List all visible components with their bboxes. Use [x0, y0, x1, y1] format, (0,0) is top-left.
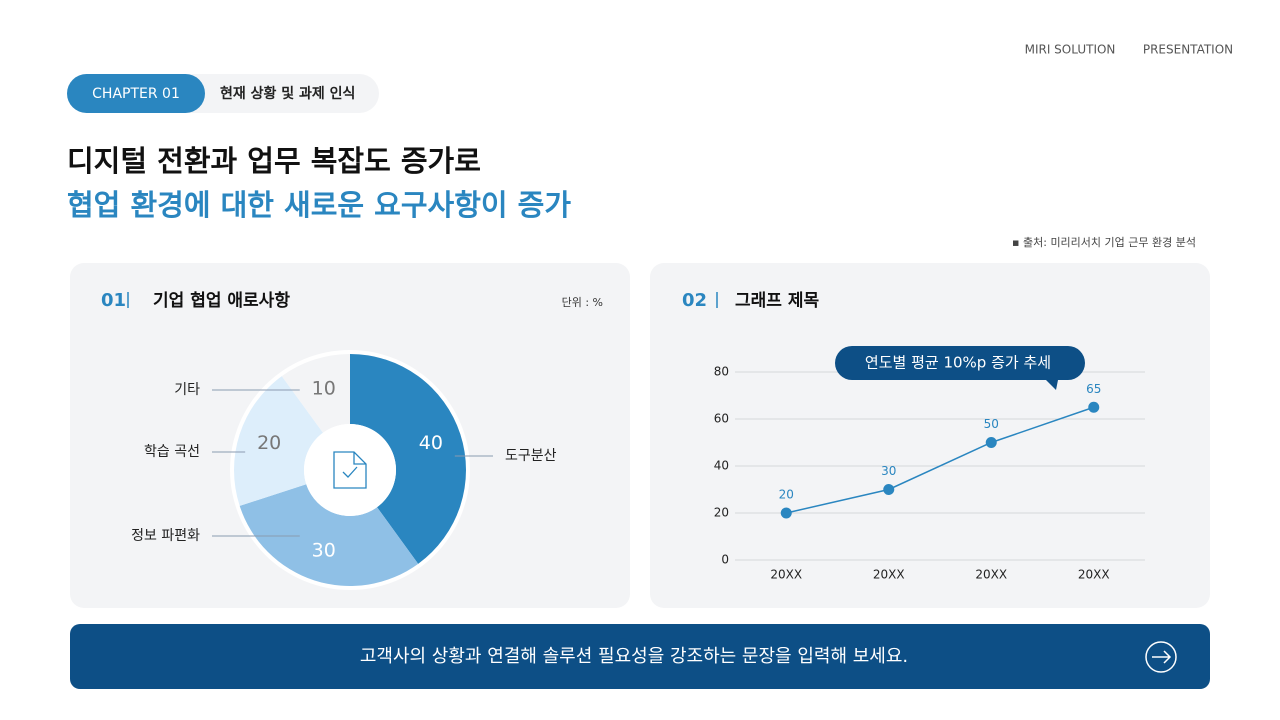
headline: 디지털 전환과 업무 복잡도 증가로 [67, 144, 481, 178]
data-point [1088, 401, 1100, 413]
value-label: 20 [257, 432, 281, 454]
pie-slice [233, 376, 323, 506]
data-point [780, 507, 792, 519]
card [650, 263, 1210, 608]
y-tick-label: 80 [714, 365, 729, 379]
x-tick-label: 20XX [1078, 568, 1110, 582]
cta-text: 고객사의 상황과 연결해 솔루션 필요성을 강조하는 문장을 입력해 보세요. [360, 646, 908, 667]
data-point [883, 484, 895, 495]
value-label: 40 [419, 432, 443, 454]
data-point [985, 437, 997, 448]
chapter-title: 현재 상황 및 과제 인식 [220, 85, 355, 102]
card-title: 기업 협업 애로사항 [153, 290, 290, 311]
x-tick-label: 20XX [873, 568, 905, 582]
arrow-circle[interactable] [1145, 641, 1177, 673]
y-tick-label: 0 [721, 553, 729, 567]
pie-slice [281, 354, 350, 433]
value-label: 50 [984, 417, 999, 431]
category-label: 기타 [174, 382, 200, 398]
chapter-badge [67, 74, 205, 113]
x-tick-label: 20XX [770, 568, 802, 582]
card-title: 그래프 제목 [735, 291, 819, 311]
value-label: 30 [881, 464, 896, 478]
headline: 협업 환경에 대한 새로운 요구사항이 증가 [67, 188, 571, 222]
brand: MIRI SOLUTION [1025, 43, 1116, 57]
category-label: 도구분산 [505, 448, 557, 464]
value-label: 30 [312, 539, 336, 561]
source: ▪ 출처: 미리리서치 기업 근무 환경 분석 [1012, 236, 1196, 249]
data-line [786, 406, 1094, 514]
pie-slice [350, 354, 466, 564]
y-tick-label: 20 [714, 506, 729, 520]
card-number: 02 [682, 290, 707, 311]
arrow-button[interactable] [1145, 641, 1177, 673]
callout-bubble [835, 346, 1085, 390]
doc-label: PRESENTATION [1143, 43, 1233, 57]
unit: 단위 : % [562, 296, 603, 309]
value-label: 20 [779, 488, 794, 502]
x-tick-label: 20XX [975, 568, 1007, 582]
chapter-label: CHAPTER 01 [92, 86, 180, 102]
y-tick-label: 60 [714, 412, 729, 426]
annotation: 연도별 평균 10%p 증가 추세 [865, 354, 1051, 372]
category-label: 정보 파편화 [131, 528, 200, 544]
value-label: 65 [1086, 382, 1101, 396]
pie-chart: 40 도구분산 30 정보 파편화 20 학습 곡선 10 기타 [131, 350, 557, 590]
pie-hole [304, 424, 396, 516]
value-label: 10 [312, 378, 336, 400]
cta-banner [70, 624, 1210, 689]
y-tick-label: 40 [714, 459, 729, 473]
pie-slice [239, 484, 419, 586]
category-label: 학습 곡선 [144, 444, 200, 460]
doc-icon [333, 451, 367, 489]
line-chart: 0 20 40 60 80 20XX 20XX 20XX 20XX 20 30 50 65 연도별 평균 … [714, 346, 1145, 582]
card-number: 01 [101, 290, 126, 311]
arrow-icon[interactable] [1152, 650, 1172, 664]
